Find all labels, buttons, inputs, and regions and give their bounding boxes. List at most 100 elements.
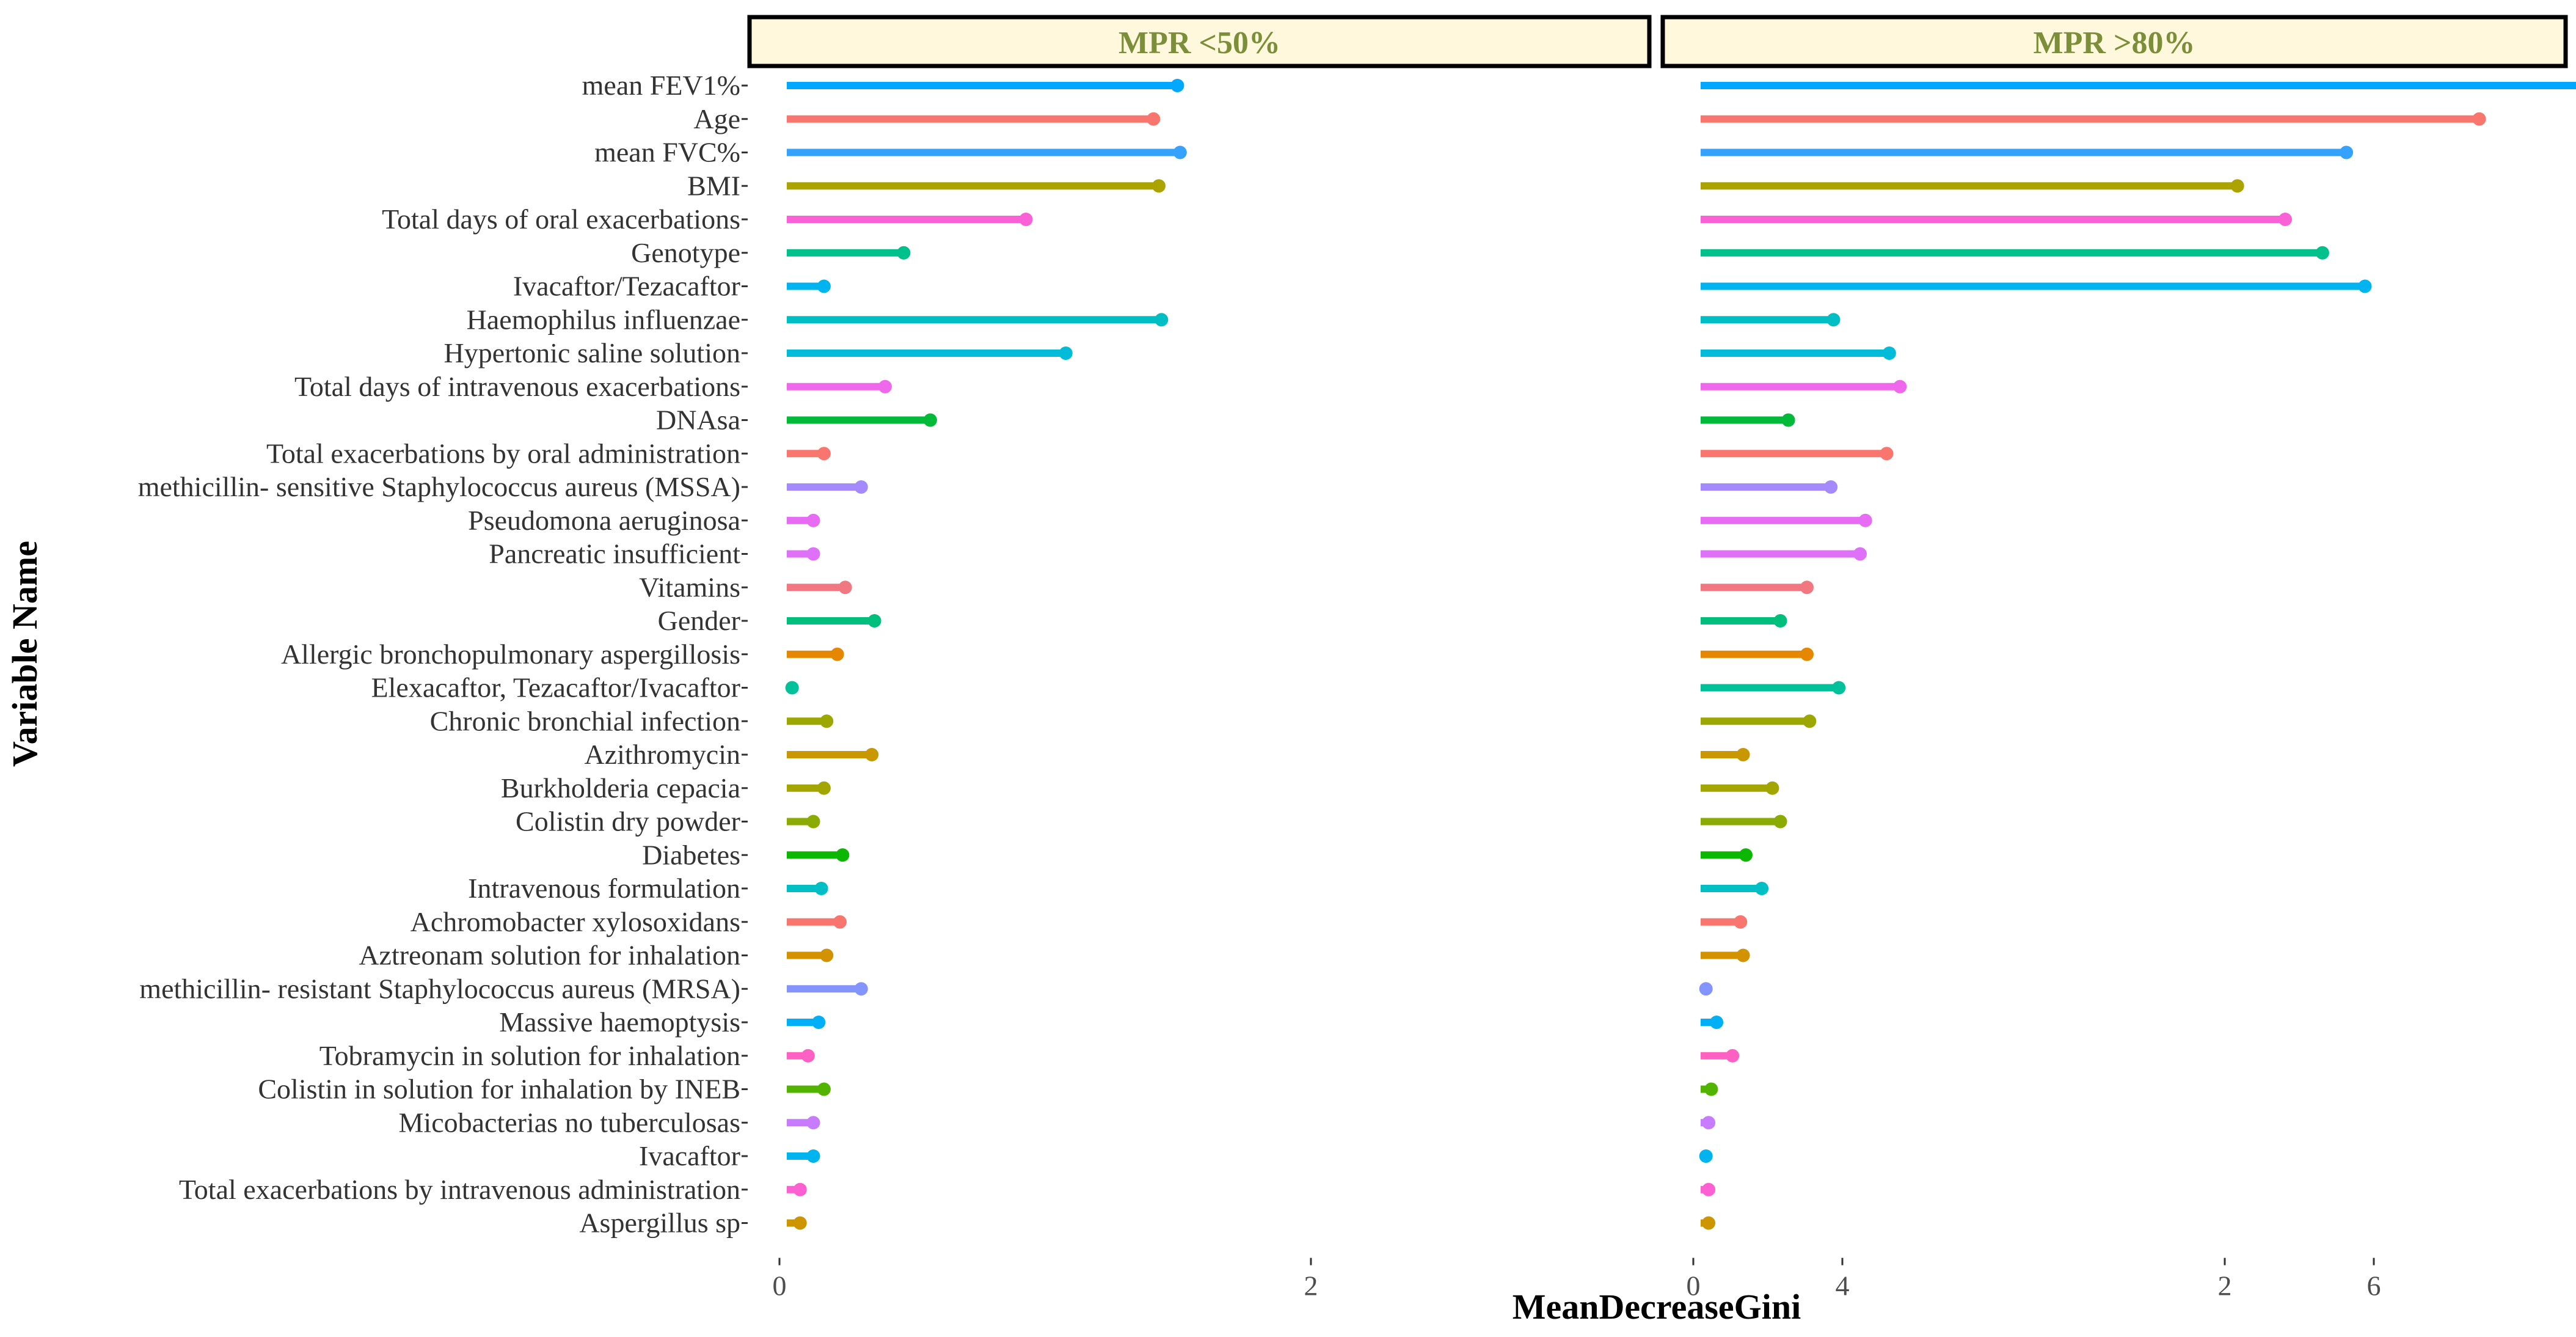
lollipop-aspergillus-sp-facet-2 xyxy=(1701,1216,1716,1230)
lollipop-ivacaftor-facet-2 xyxy=(1699,1149,1713,1163)
lollipop-dnasa-facet-2 xyxy=(1701,413,1795,427)
y-tick-label-total-exacerbations-by-intravenous-administration: Total exacerbations by intravenous admin… xyxy=(179,1174,740,1205)
facet-strip-1 xyxy=(747,15,1652,68)
lollipop-diabetes-facet-2 xyxy=(1701,848,1753,862)
lollipop-haemophilus-influenzae-facet-2 xyxy=(1701,313,1841,327)
y-tick-label-allergic-bronchopulmonary-aspergillosis: Allergic bronchopulmonary aspergillosis xyxy=(281,639,740,670)
y-tick-label-pancreatic-insufficient: Pancreatic insufficient xyxy=(489,538,740,570)
lollipop-total-days-of-intravenous-exacerbations-facet-1 xyxy=(787,379,892,394)
lollipop-ivacaftor-facet-1 xyxy=(787,1149,820,1163)
y-tick-label-aspergillus-sp: Aspergillus sp xyxy=(579,1207,740,1239)
lollipop-pancreatic-insufficient-facet-2 xyxy=(1701,547,1867,561)
lollipop-total-exacerbations-by-intravenous-administration-facet-2 xyxy=(1701,1182,1716,1196)
lollipop-genotype-facet-2 xyxy=(1701,246,2329,260)
lollipop-point xyxy=(793,1182,807,1196)
lollipop-point xyxy=(1781,413,1795,427)
facet-strip-2 xyxy=(1660,15,2568,68)
lollipop-point xyxy=(785,681,799,695)
lollipop-point xyxy=(820,948,834,962)
lollipop-gender-facet-2 xyxy=(1701,614,1787,628)
lollipop-point xyxy=(1147,112,1161,126)
lollipop-massive-haemoptysis-facet-1 xyxy=(787,1016,826,1029)
lollipop-point xyxy=(1739,848,1753,862)
lollipop-point xyxy=(817,1082,831,1096)
y-tick-label-ivacaftor: Ivacaftor xyxy=(639,1140,740,1171)
lollipop-point xyxy=(1803,714,1817,728)
lollipop-age-facet-2 xyxy=(1701,112,2486,126)
lollipop-point xyxy=(1773,614,1787,628)
lollipop-achromobacter-xylosoxidans-facet-2 xyxy=(1701,915,1748,929)
lollipop-total-days-of-oral-exacerbations-facet-2 xyxy=(1701,213,2292,226)
lollipop-point xyxy=(1170,79,1184,92)
lollipop-bmi-facet-1 xyxy=(787,179,1166,193)
lollipop-point xyxy=(1152,179,1166,193)
lollipop-point xyxy=(1702,1116,1716,1130)
lollipop-total-days-of-intravenous-exacerbations-facet-2 xyxy=(1701,379,1907,394)
lollipop-aztreonam-solution-for-inhalation-facet-2 xyxy=(1701,948,1750,962)
lollipop-hypertonic-saline-solution-facet-2 xyxy=(1701,346,1896,360)
lollipop-point xyxy=(1710,1016,1724,1029)
lollipop-allergic-bronchopulmonary-aspergillosis-facet-2 xyxy=(1701,647,1814,661)
lollipop-hypertonic-saline-solution-facet-1 xyxy=(787,346,1073,360)
lollipop-ivacaftor-tezacaftor-facet-2 xyxy=(1701,279,2372,293)
lollipop-pseudomona-aeruginosa-facet-1 xyxy=(787,513,820,527)
lollipop-total-exacerbations-by-intravenous-administration-facet-1 xyxy=(787,1182,807,1196)
y-tick-label-micobacterias-no-tuberculosas: Micobacterias no tuberculosas xyxy=(399,1107,740,1138)
y-tick-label-colistin-in-solution-for-inhalation-by-ineb: Colistin in solution for inhalation by I… xyxy=(258,1074,740,1105)
y-axis-title: Variable Name xyxy=(5,541,45,767)
lollipop-point xyxy=(854,982,868,996)
y-tick-label-vitamins: Vitamins xyxy=(639,571,740,603)
lollipop-point xyxy=(1882,346,1896,360)
y-tick-label-total-days-of-intravenous-exacerbations: Total days of intravenous exacerbations xyxy=(294,371,740,402)
lollipop-point xyxy=(1736,748,1750,761)
lollipop-point xyxy=(833,915,847,929)
lollipop-vitamins-facet-2 xyxy=(1701,581,1814,595)
y-tick-label-total-days-of-oral-exacerbations: Total days of oral exacerbations xyxy=(382,203,740,235)
y-tick-label-hypertonic-saline-solution: Hypertonic saline solution xyxy=(444,337,740,368)
lollipop-point xyxy=(817,447,831,461)
y-tick-label-pseudomona-aeruginosa: Pseudomona aeruginosa xyxy=(468,505,740,536)
y-tick-label-tobramycin-in-solution-for-inhalation: Tobramycin in solution for inhalation xyxy=(319,1040,740,1071)
lollipop-point xyxy=(1173,145,1187,159)
y-tick-label-genotype: Genotype xyxy=(631,237,740,268)
lollipop-point xyxy=(2340,145,2354,159)
lollipop-methicillin-sensitive-staphylococcus-aureus-mssa-facet-2 xyxy=(1701,480,1838,494)
lollipop-point xyxy=(793,1216,807,1230)
lollipop-point xyxy=(812,1016,826,1029)
lollipop-haemophilus-influenzae-facet-1 xyxy=(787,313,1169,327)
y-tick-label-methicillin-resistant-staphylococcus-aureus-mrsa: methicillin- resistant Staphylococcus au… xyxy=(139,973,740,1004)
facet-strips: MPR <50% MPR >80% xyxy=(747,15,2568,68)
lollipop-point xyxy=(1800,581,1814,595)
y-tick-label-azithromycin: Azithromycin xyxy=(585,739,741,770)
y-tick-label-achromobacter-xylosoxidans: Achromobacter xylosoxidans xyxy=(410,906,740,937)
lollipop-gender-facet-1 xyxy=(787,614,881,628)
lollipop-point xyxy=(1702,1182,1716,1196)
lollipop-bmi-facet-2 xyxy=(1701,179,2244,193)
x-tick-label: 0 xyxy=(773,1270,787,1302)
lollipop-mean-fvc-facet-2 xyxy=(1701,145,2354,159)
y-tick-label-total-exacerbations-by-oral-administration: Total exacerbations by oral administrati… xyxy=(266,438,740,469)
lollipop-burkholderia-cepacia-facet-2 xyxy=(1701,781,1779,795)
lollipop-point xyxy=(854,480,868,494)
lollipop-point xyxy=(1765,781,1779,795)
y-tick-label-mean-fev1: mean FEV1% xyxy=(582,70,740,101)
y-tick-label-chronic-bronchial-infection: Chronic bronchial infection xyxy=(430,705,740,736)
lollipop-point xyxy=(1824,480,1838,494)
lollipop-methicillin-sensitive-staphylococcus-aureus-mssa-facet-1 xyxy=(787,480,868,494)
lollipop-micobacterias-no-tuberculosas-facet-1 xyxy=(787,1116,820,1130)
lollipop-methicillin-resistant-staphylococcus-aureus-mrsa-facet-2 xyxy=(1699,982,1713,996)
lollipop-mean-fvc-facet-1 xyxy=(787,145,1187,159)
y-tick-label-massive-haemoptysis: Massive haemoptysis xyxy=(499,1006,740,1038)
lollipop-pancreatic-insufficient-facet-1 xyxy=(787,547,820,561)
y-tick-label-mean-fvc: mean FVC% xyxy=(594,137,740,168)
lollipop-achromobacter-xylosoxidans-facet-1 xyxy=(787,915,847,929)
lollipop-point xyxy=(830,647,844,661)
x-tick-label: 6 xyxy=(2367,1270,2381,1302)
facet-title-1: MPR <50% xyxy=(1118,26,1280,60)
lollipop-colistin-in-solution-for-inhalation-by-ineb-facet-1 xyxy=(787,1082,831,1096)
lollipop-allergic-bronchopulmonary-aspergillosis-facet-1 xyxy=(787,647,844,661)
lollipop-colistin-dry-powder-facet-1 xyxy=(787,815,820,829)
lollipop-burkholderia-cepacia-facet-1 xyxy=(787,781,831,795)
lollipop-point xyxy=(2315,246,2329,260)
lollipop-point xyxy=(878,379,892,394)
